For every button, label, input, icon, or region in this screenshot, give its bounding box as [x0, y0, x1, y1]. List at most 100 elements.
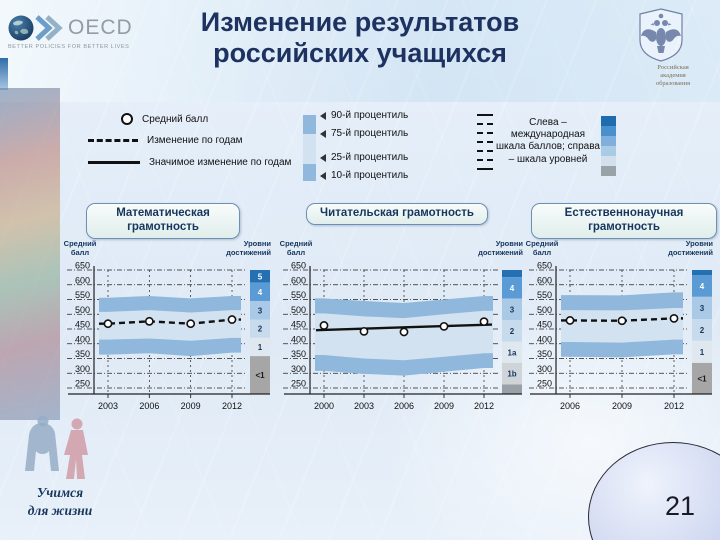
- svg-text:Уровни: Уровни: [496, 239, 524, 248]
- percentile-band-icon: [303, 115, 316, 181]
- svg-text:1: 1: [700, 348, 705, 357]
- svg-text:2012: 2012: [474, 401, 494, 411]
- svg-text:300: 300: [291, 364, 306, 374]
- scales-note: Слева – международная шкала баллов; спра…: [496, 117, 600, 165]
- svg-text:2006: 2006: [139, 401, 159, 411]
- svg-text:400: 400: [291, 334, 306, 344]
- svg-text:3: 3: [700, 304, 705, 313]
- oecd-globe-icon: [8, 15, 63, 41]
- svg-text:2012: 2012: [222, 401, 242, 411]
- arrow-left-icon: [320, 153, 326, 162]
- svg-text:<1: <1: [697, 374, 707, 383]
- svg-text:1: 1: [258, 343, 263, 352]
- legend-p10: 10-й процентиль: [320, 170, 408, 181]
- svg-text:2006: 2006: [560, 401, 580, 411]
- mean-circle-marker-icon: [121, 113, 133, 125]
- p75-label: 75-й процентиль: [331, 128, 409, 139]
- svg-text:450: 450: [537, 320, 552, 330]
- svg-text:450: 450: [75, 320, 90, 330]
- dashed-line-marker-icon: [88, 139, 138, 142]
- left-illustration-strip: [0, 88, 60, 420]
- section-header-math: Математическая грамотность: [86, 203, 240, 239]
- svg-text:250: 250: [75, 379, 90, 389]
- svg-text:600: 600: [537, 275, 552, 285]
- svg-text:650: 650: [291, 261, 306, 271]
- svg-text:балл: балл: [71, 248, 90, 257]
- svg-text:2012: 2012: [664, 401, 684, 411]
- page-number-circle: 21: [588, 442, 720, 540]
- legend-significant-change: Значимое изменение по годам: [88, 157, 291, 168]
- svg-text:1b: 1b: [507, 370, 516, 379]
- svg-text:2009: 2009: [181, 401, 201, 411]
- svg-text:450: 450: [291, 320, 306, 330]
- svg-text:600: 600: [75, 275, 90, 285]
- title-line-2: российских учащихся: [213, 38, 507, 69]
- svg-text:2009: 2009: [434, 401, 454, 411]
- svg-text:1a: 1a: [508, 348, 517, 357]
- page-number: 21: [665, 491, 696, 521]
- legend-significant-label: Значимое изменение по годам: [149, 157, 292, 168]
- oecd-tagline: BETTER POLICIES FOR BETTER LIVES: [8, 44, 130, 50]
- motto: Учимся для жизни: [0, 484, 120, 519]
- corner-accent-block: [0, 58, 8, 90]
- svg-text:550: 550: [75, 290, 90, 300]
- svg-text:достижений: достижений: [668, 248, 713, 257]
- svg-text:350: 350: [75, 349, 90, 359]
- svg-text:Средний: Средний: [526, 239, 559, 248]
- legend-change-by-years: Изменение по годам: [88, 135, 243, 146]
- title-line-1: Изменение результатов: [200, 7, 520, 37]
- svg-text:500: 500: [537, 305, 552, 315]
- svg-text:2: 2: [700, 326, 705, 335]
- svg-text:4: 4: [700, 282, 705, 291]
- legend-p90: 90-й процентиль: [320, 110, 408, 121]
- chart-science-svg: 650 600 550 500 450 400 350 300 250 4 3 2 1 <1 2006 200…: [526, 239, 714, 411]
- level-scale-bar-icon: [601, 116, 616, 176]
- p90-label: 90-й процентиль: [331, 110, 409, 121]
- svg-text:300: 300: [537, 364, 552, 374]
- chart-science: 650 600 550 500 450 400 350 300 250 4 3 2 1 <1 2006 200…: [526, 236, 716, 428]
- arrow-left-icon: [320, 111, 326, 120]
- svg-text:2000: 2000: [314, 401, 334, 411]
- svg-text:500: 500: [75, 305, 90, 315]
- svg-text:400: 400: [75, 334, 90, 344]
- legend-p25: 25-й процентиль: [320, 152, 408, 163]
- svg-text:2003: 2003: [98, 401, 118, 411]
- svg-text:3: 3: [258, 306, 263, 315]
- chart-reading: 650 600 550 500 450 400 350 300 250 4 3 2 1a 1b 2000 20…: [280, 236, 526, 428]
- svg-text:250: 250: [537, 379, 552, 389]
- svg-text:Средний: Средний: [64, 239, 97, 248]
- svg-text:4: 4: [258, 288, 263, 297]
- svg-text:Уровни: Уровни: [244, 239, 272, 248]
- svg-text:600: 600: [291, 275, 306, 285]
- svg-text:балл: балл: [287, 248, 306, 257]
- oecd-wordmark: OECD: [68, 16, 133, 39]
- motto-line-2: для жизни: [27, 502, 93, 518]
- svg-text:балл: балл: [533, 248, 552, 257]
- eagle-shield-icon: [639, 8, 683, 62]
- oecd-logo: OECD BETTER POLICIES FOR BETTER LIVES: [8, 13, 143, 50]
- svg-text:Уровни: Уровни: [686, 239, 714, 248]
- page-title: Изменение результатов российских учащихс…: [140, 7, 580, 70]
- p25-label: 25-й процентиль: [331, 152, 409, 163]
- svg-text:350: 350: [537, 349, 552, 359]
- axis-style-ticks-icon: [477, 114, 493, 177]
- legend-mean-score: Средний балл: [121, 113, 208, 125]
- legend-mean-label: Средний балл: [142, 113, 209, 125]
- svg-text:2003: 2003: [354, 401, 374, 411]
- emblem-caption-line-3: образования: [655, 80, 691, 88]
- arrow-left-icon: [320, 129, 326, 138]
- chart-math-svg: 650 600 550 500 450 400 350 300 250 5 4 3 2 1 <1 2003 20…: [64, 239, 272, 411]
- svg-text:400: 400: [537, 334, 552, 344]
- arrow-left-icon: [320, 171, 326, 180]
- emblem-caption-line-1: Российская: [657, 64, 689, 71]
- svg-text:350: 350: [291, 349, 306, 359]
- academy-emblem: Российская академия образования: [634, 6, 712, 88]
- svg-text:достижений: достижений: [478, 248, 523, 257]
- svg-text:3: 3: [510, 305, 515, 314]
- chart-reading-svg: 650 600 550 500 450 400 350 300 250 4 3 2 1a 1b 2000 20…: [280, 239, 524, 411]
- emblem-caption-line-2: академия: [660, 72, 686, 80]
- svg-text:<1: <1: [255, 371, 265, 380]
- svg-text:Средний: Средний: [280, 239, 313, 248]
- svg-text:300: 300: [75, 364, 90, 374]
